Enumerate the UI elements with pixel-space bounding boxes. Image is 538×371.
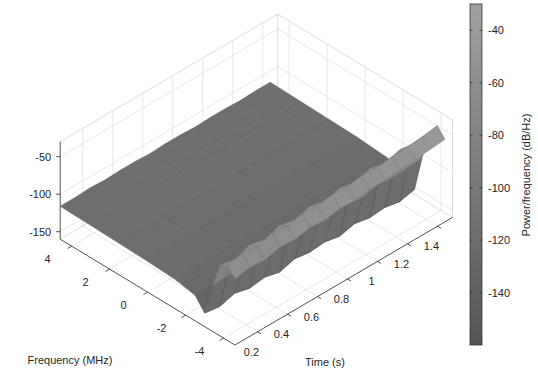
z-tick (56, 156, 60, 157)
x-tick (182, 315, 186, 317)
colorbar-tick (470, 30, 473, 31)
box-edge (452, 120, 453, 217)
y-tick (378, 261, 382, 263)
y-tick-label: 1.2 (394, 258, 409, 270)
colorbar-tick-label: -100 (488, 182, 510, 194)
x-axis-line (60, 239, 235, 345)
z-tick-label: -150 (29, 226, 51, 238)
box-edge (60, 14, 278, 142)
colorbar-tick-label: -60 (488, 77, 504, 89)
x-tick-label: 4 (45, 253, 51, 265)
colorbar-tick (470, 187, 473, 188)
colorbar-tick (470, 240, 473, 241)
y-tick-label: 1.4 (424, 240, 439, 252)
z-tick-label: -50 (35, 151, 51, 163)
colorbar-tick-label: -120 (488, 234, 510, 246)
grid-line (148, 165, 366, 293)
z-tick (56, 231, 60, 232)
colorbar-tick (470, 135, 473, 136)
y-tick-label: 0.2 (244, 346, 259, 358)
grid-line (278, 29, 453, 135)
colorbar-tick (470, 292, 473, 293)
colorbar-tick (480, 187, 483, 188)
y-tick-label: 1 (368, 275, 374, 287)
x-tick-label: 2 (83, 276, 89, 288)
z-tick-label: -100 (29, 188, 51, 200)
y-tick (258, 332, 262, 334)
x-tick-label: -2 (157, 322, 167, 334)
x-tick (144, 292, 148, 294)
colorbar-tick (480, 292, 483, 293)
y-tick (438, 226, 442, 228)
y-tick (348, 279, 352, 281)
grid-line (83, 226, 258, 332)
z-tick (56, 194, 60, 195)
surface-cell (227, 253, 250, 279)
colorbar-tick (480, 135, 483, 136)
surface (60, 82, 445, 313)
y-tick (408, 244, 412, 246)
x-axis-label: Frequency (MHz) (28, 354, 113, 366)
axes: -4 -2 0 2 4 0.2 0.4 0.6 0.8 1 1.2 1.4 -150 -100 -50 Fre… (28, 142, 453, 368)
colorbar-tick-label: -40 (488, 24, 504, 36)
x-tick-label: -4 (195, 345, 205, 357)
x-tick (68, 246, 72, 248)
x-tick-label: 0 (121, 299, 127, 311)
y-tick-label: 0.4 (274, 328, 289, 340)
y-tick (318, 297, 322, 299)
colorbar-tick-label: -80 (488, 129, 504, 141)
colorbar-tick (480, 240, 483, 241)
chart: -4 -2 0 2 4 0.2 0.4 0.6 0.8 1 1.2 1.4 -150 -100 -50 Fre… (0, 0, 538, 371)
y-tick (288, 314, 292, 316)
y-axis-line (235, 217, 453, 345)
y-tick-label: 0.6 (304, 311, 319, 323)
y-tick-label: 0.8 (334, 293, 349, 305)
x-tick (220, 338, 224, 340)
colorbar-tick (480, 82, 483, 83)
grid-line (72, 119, 290, 247)
colorbar-tick (480, 30, 483, 31)
x-tick (106, 269, 110, 271)
colorbar-tick-label: -140 (488, 287, 510, 299)
colorbar-label: Power/frequency (dB/Hz) (520, 114, 532, 237)
grid (60, 14, 452, 338)
grid-line (278, 67, 453, 173)
colorbar-tick (470, 82, 473, 83)
y-axis-label: Time (s) (305, 356, 345, 368)
colorbar: -140 -120 -100 -80 -60 -40 Power/frequency (dB… (470, 4, 532, 345)
colorbar-bar (470, 4, 482, 345)
